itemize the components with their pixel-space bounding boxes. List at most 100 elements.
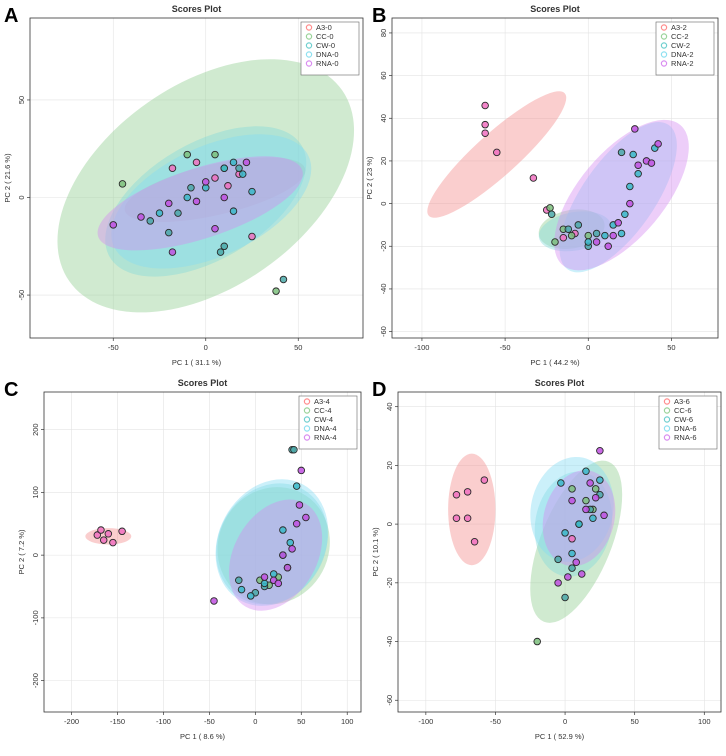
grid-lines [398, 392, 721, 712]
x-tick-label: 50 [667, 343, 675, 352]
data-point-dna [238, 170, 247, 178]
data-point-a3 [568, 535, 576, 543]
y-tick-label: -40 [385, 636, 394, 647]
legend-entry-rna: RNA-2 [671, 59, 694, 68]
data-point-rna [654, 140, 662, 148]
confidence-ellipse-dna [215, 479, 329, 606]
x-tick-label: 0 [563, 717, 567, 726]
legend-marker-rna [660, 60, 668, 67]
y-axis-label: PC 2 ( 7.2 %) [17, 529, 26, 575]
data-point-cw [290, 445, 298, 454]
x-tick-label: -50 [204, 717, 215, 726]
data-point-cc [591, 485, 600, 493]
data-point-rna [288, 545, 296, 553]
scores-plot-panel-a: A Scores Plot -50 0 50 -50 0 50 PC 1 ( 31.1 %) PC… [3, 4, 364, 367]
data-point-cc [211, 150, 219, 159]
x-tick-label: -50 [108, 343, 119, 352]
data-point-rna [578, 570, 586, 578]
scores-plot-panel-c: C Scores Plot -200 -150 -100 -50 0 50 100 -200 -10… [4, 378, 362, 741]
x-tick-label: 0 [204, 343, 208, 352]
data-point-dna [589, 514, 597, 522]
data-point-rna [137, 213, 145, 221]
data-point-a3 [93, 531, 102, 539]
data-point-a3 [463, 514, 472, 522]
legend-entry-a3: A3-2 [671, 23, 687, 32]
data-point-cc [118, 180, 127, 188]
data-point-cw [574, 221, 583, 229]
grid-lines [30, 18, 363, 338]
data-point-a3 [481, 101, 489, 110]
y-tick-label: 80 [379, 29, 388, 37]
y-tick-label: -20 [385, 577, 394, 588]
y-tick-label: 20 [385, 461, 394, 469]
data-point-dna [155, 209, 164, 217]
data-point-rna [572, 558, 580, 567]
data-point-rna [554, 579, 562, 587]
plot-area [57, 59, 355, 313]
y-tick-label: -100 [31, 610, 40, 625]
data-point-cc [568, 485, 576, 493]
data-point-cc [533, 637, 541, 646]
data-point-rna [292, 520, 301, 528]
data-point-a3 [463, 488, 472, 496]
confidence-ellipse-rna [554, 119, 689, 271]
data-point-dna [621, 210, 629, 219]
plot-title: Scores Plot [530, 4, 580, 14]
data-point-cw [235, 576, 243, 584]
data-point-rna [586, 479, 594, 487]
data-point-cw [216, 248, 225, 256]
data-point-dna [229, 158, 238, 167]
y-tick-label: -20 [379, 241, 388, 252]
confidence-ellipse-rna [228, 499, 323, 611]
legend-entry-cw: CW-0 [316, 41, 335, 50]
data-point-rna [604, 242, 612, 251]
data-point-rna [283, 563, 292, 572]
data-point-a3 [452, 514, 461, 522]
data-point-dna [220, 164, 228, 172]
data-point-dna [248, 187, 256, 196]
legend-marker-cw [305, 42, 313, 49]
confidence-ellipse-cc [217, 487, 330, 605]
data-point-rna [201, 178, 210, 186]
legend-marker-a3 [303, 398, 311, 405]
plot-title: Scores Plot [178, 378, 228, 388]
confidence-ellipse-dna [111, 134, 312, 269]
legend-entry-a3: A3-6 [674, 397, 690, 406]
data-point-rna [591, 493, 600, 502]
data-point-cc [584, 231, 593, 240]
data-point-a3 [480, 476, 489, 484]
y-tick-label: 100 [31, 486, 40, 499]
y-axis-label: PC 2 ( 10.1 %) [371, 527, 380, 577]
x-tick-label: -100 [414, 343, 429, 352]
x-tick-label: -50 [500, 343, 511, 352]
legend-marker-dna [663, 425, 671, 432]
data-point-rna [596, 446, 604, 455]
legend-marker-rna [663, 434, 671, 441]
legend-entry-cc: CC-2 [671, 32, 689, 41]
data-point-dna [561, 529, 569, 537]
data-point-cw [164, 228, 173, 237]
data-point-dna [292, 482, 301, 490]
legend-marker-dna [305, 51, 313, 58]
data-point-rna [274, 579, 283, 588]
data-point-rna [564, 573, 572, 581]
data-point-a3 [118, 527, 126, 536]
data-point-a3 [493, 148, 501, 157]
data-point-rna [609, 231, 617, 240]
data-point-a3 [248, 232, 256, 241]
data-point-dna [629, 150, 637, 159]
data-point-dna [237, 585, 246, 594]
y-axis-label: PC 2 ( 23 %) [365, 156, 374, 199]
data-point-rna [295, 501, 304, 509]
scores-plot-panel-b: B Scores Plot -100 -50 0 50 -60 -40 -20 0 20 40 60 80… [365, 4, 719, 367]
data-point-a3 [168, 164, 177, 172]
y-tick-label: 0 [385, 522, 394, 526]
panel-letter: D [372, 379, 386, 401]
data-point-rna [626, 199, 634, 208]
plot-frame [397, 391, 722, 713]
data-point-a3 [529, 174, 538, 182]
data-point-rna [568, 496, 576, 505]
x-tick-label: 50 [631, 717, 639, 726]
